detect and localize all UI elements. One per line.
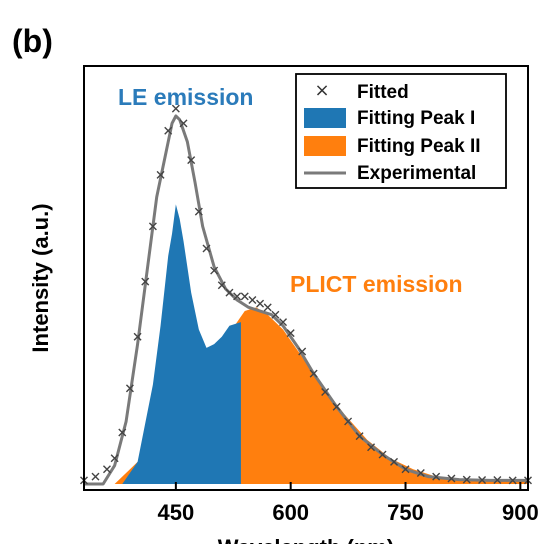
marker-fitted-28	[309, 369, 318, 378]
legend-peak-i-label: Fitting Peak I	[357, 108, 475, 129]
marker-fitted-40	[462, 475, 471, 484]
legend-fitted-marker: ×	[314, 80, 329, 101]
marker-fitted-32	[355, 432, 364, 441]
markers-fitted	[80, 104, 532, 485]
marker-fitted-1	[91, 472, 100, 481]
marker-fitted-17	[217, 281, 226, 290]
marker-fitted-6	[133, 332, 142, 341]
marker-fitted-12	[179, 119, 188, 128]
plot-frame	[83, 65, 529, 491]
marker-fitted-30	[332, 402, 341, 411]
marker-fitted-23	[263, 303, 272, 312]
marker-fitted-11	[171, 104, 180, 113]
x-tick-label-900: 900	[502, 500, 539, 525]
series-layer	[80, 104, 532, 486]
marker-fitted-34	[378, 450, 387, 459]
x-tick-label-750: 750	[387, 500, 424, 525]
marker-fitted-35	[390, 457, 399, 466]
legend-peak-i-swatch	[304, 108, 346, 128]
legend-box	[295, 73, 507, 189]
marker-fitted-19	[233, 292, 242, 301]
marker-fitted-27	[298, 347, 307, 356]
legend: × Fitted Fitting Peak I Fitting Peak II …	[295, 73, 507, 189]
marker-fitted-39	[447, 474, 456, 483]
legend-peak-ii-swatch	[304, 136, 346, 156]
marker-fitted-22	[256, 299, 265, 308]
marker-fitted-18	[225, 288, 234, 297]
marker-fitted-24	[271, 310, 280, 319]
marker-fitted-42	[493, 475, 502, 484]
marker-fitted-21	[248, 296, 257, 304]
marker-fitted-26	[286, 329, 295, 338]
legend-experimental-label: Experimental	[357, 163, 476, 184]
x-tick-label-600: 600	[272, 500, 309, 525]
marker-fitted-37	[416, 468, 425, 477]
marker-fitted-10	[164, 126, 173, 135]
marker-fitted-16	[210, 266, 219, 275]
marker-fitted-25	[279, 318, 288, 327]
legend-fitted-label: Fitted	[357, 82, 409, 103]
marker-fitted-41	[478, 475, 487, 484]
annotation-le-emission: LE emission	[118, 84, 253, 110]
x-axis-label: Wavelength (nm)	[218, 535, 394, 544]
marker-fitted-2	[102, 465, 111, 474]
x-tick-label-450: 450	[158, 500, 195, 525]
marker-fitted-15	[202, 244, 211, 253]
marker-fitted-5	[125, 384, 134, 393]
marker-fitted-9	[156, 170, 165, 179]
marker-fitted-3	[110, 454, 119, 463]
marker-fitted-8	[148, 222, 157, 231]
marker-fitted-38	[432, 472, 441, 481]
marker-fitted-33	[367, 443, 376, 452]
marker-fitted-20	[240, 292, 249, 301]
marker-fitted-4	[118, 428, 127, 437]
annotation-plict-emission: PLICT emission	[290, 271, 463, 297]
panel-label: (b)	[12, 23, 53, 59]
ticks-layer: 450 600 750 900	[158, 482, 539, 525]
marker-fitted-29	[321, 388, 330, 396]
marker-fitted-13	[187, 156, 196, 165]
marker-fitted-36	[401, 465, 410, 474]
marker-fitted-31	[344, 417, 353, 426]
marker-fitted-14	[194, 207, 203, 216]
area-fitting-peak-i	[122, 204, 241, 484]
legend-peak-ii-label: Fitting Peak II	[357, 136, 481, 157]
marker-fitted-43	[508, 476, 517, 485]
marker-fitted-7	[141, 277, 150, 286]
y-axis-label: Intensity (a.u.)	[28, 203, 53, 352]
